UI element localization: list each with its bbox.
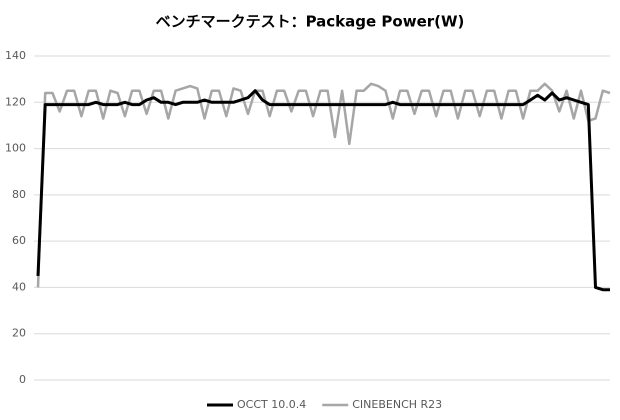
- y-tick-label: 80: [12, 188, 26, 201]
- legend-label: CINEBENCH R23: [352, 398, 442, 411]
- y-tick-label: 20: [12, 327, 26, 340]
- y-tick-label: 100: [5, 142, 26, 155]
- y-tick-label: 140: [5, 49, 26, 62]
- y-tick-label: 0: [19, 373, 26, 386]
- legend-label: OCCT 10.0.4: [237, 398, 306, 411]
- y-tick-label: 60: [12, 234, 26, 247]
- y-tick-label: 120: [5, 95, 26, 108]
- series-line: [36, 89, 610, 292]
- chart-title: ベンチマークテスト：Package Power(W): [156, 13, 465, 31]
- y-tick-label: 40: [12, 280, 26, 293]
- series-line: [36, 82, 611, 288]
